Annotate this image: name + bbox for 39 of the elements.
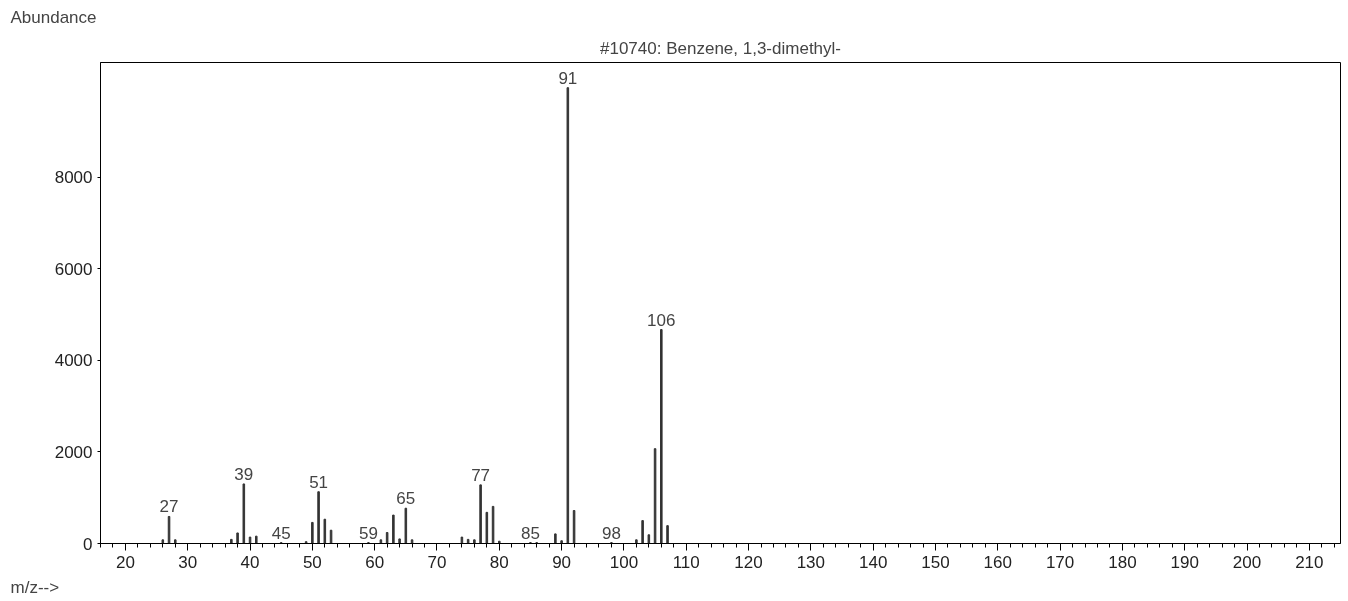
x-tick-label: 190 bbox=[1170, 552, 1199, 572]
y-tick-label: 6000 bbox=[54, 259, 93, 279]
y-tick-label: 0 bbox=[83, 534, 93, 554]
x-tick-label: 20 bbox=[115, 552, 135, 572]
annotation: 91 bbox=[558, 68, 578, 88]
x-tick-label: 30 bbox=[178, 552, 198, 572]
x-tick-label: 40 bbox=[240, 552, 260, 572]
y-tick-label: 2000 bbox=[54, 442, 93, 462]
y-tick-label: 8000 bbox=[54, 168, 93, 188]
x-axis-title: m/z--> bbox=[10, 577, 60, 597]
x-tick-label: 110 bbox=[672, 552, 700, 572]
annotation: 59 bbox=[358, 523, 378, 543]
annotation: 45 bbox=[271, 523, 291, 543]
x-tick-label: 140 bbox=[858, 552, 888, 572]
x-tick-label: 170 bbox=[1045, 552, 1075, 572]
x-tick-label: 160 bbox=[983, 552, 1012, 572]
x-tick-label: 90 bbox=[552, 552, 572, 572]
x-tick-label: 120 bbox=[734, 552, 763, 572]
x-tick-label: 210 bbox=[1295, 552, 1324, 572]
annotation: 65 bbox=[396, 489, 416, 509]
y-axis-title: Abundance bbox=[10, 7, 97, 27]
x-tick-label: 150 bbox=[921, 552, 950, 572]
x-tick-label: 130 bbox=[796, 552, 826, 572]
annotation: 27 bbox=[159, 497, 179, 517]
annotation: 77 bbox=[471, 465, 491, 485]
chart-title: #10740: Benzene, 1,3-dimethyl- bbox=[600, 38, 842, 58]
annotation: 106 bbox=[647, 310, 676, 330]
x-tick-label: 50 bbox=[302, 552, 322, 572]
x-tick-label: 180 bbox=[1108, 552, 1137, 572]
x-tick-label: 200 bbox=[1232, 552, 1262, 572]
annotation: 51 bbox=[309, 472, 329, 492]
annotation: 85 bbox=[521, 523, 540, 543]
x-tick-label: 70 bbox=[427, 552, 447, 572]
x-tick-label: 100 bbox=[609, 552, 639, 572]
x-tick-label: 80 bbox=[489, 552, 509, 572]
annotation: 39 bbox=[234, 464, 254, 484]
x-tick-label: 60 bbox=[365, 552, 385, 572]
y-tick-label: 4000 bbox=[54, 351, 93, 371]
annotation: 98 bbox=[602, 523, 621, 543]
